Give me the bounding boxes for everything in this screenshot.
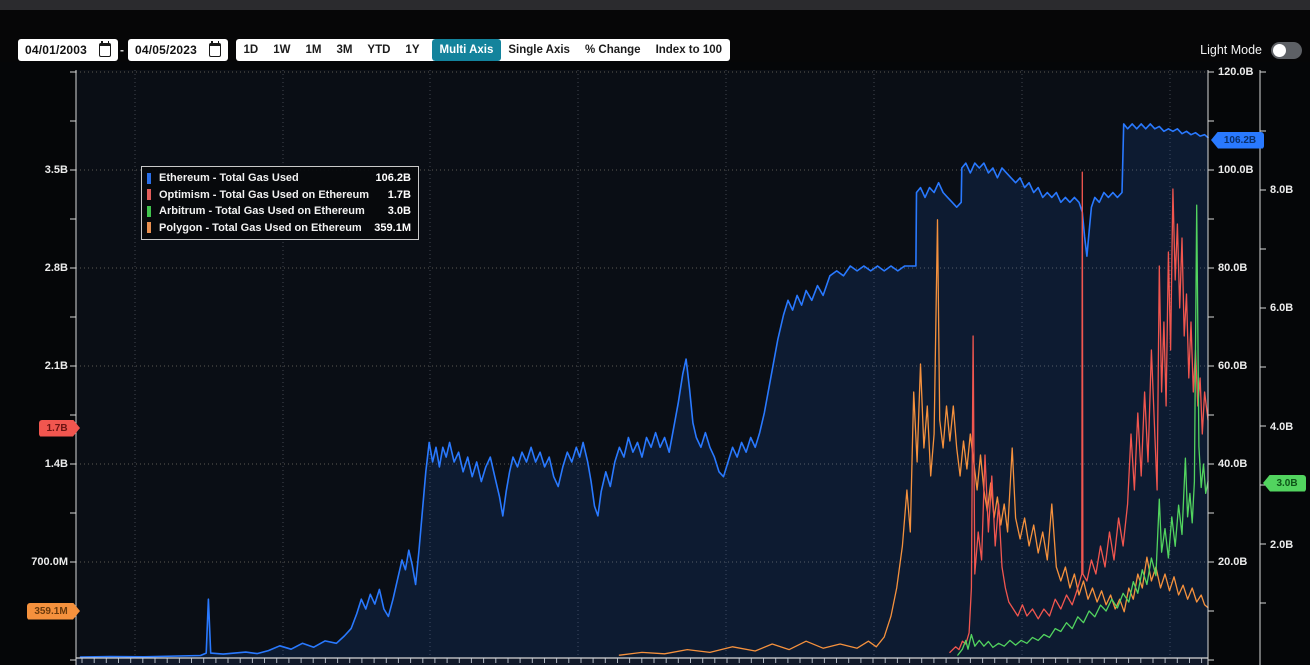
right-outer-axis-tick-label: 6.0B — [1270, 302, 1294, 314]
legend-row-optimism: Optimism - Total Gas Used on Ethereum 1.7… — [147, 187, 411, 204]
mode-button-index-to-100[interactable]: Index to 100 — [655, 44, 723, 56]
start-date-input[interactable]: 04/01/2003 — [18, 39, 118, 61]
calendar-icon[interactable] — [209, 41, 221, 57]
legend-swatch — [147, 222, 151, 234]
legend-value: 359.1M — [374, 221, 411, 234]
right-inner-axis-tick-label: 80.0B — [1218, 262, 1248, 274]
mode-button-single-axis[interactable]: Single Axis — [508, 44, 570, 56]
series-line-polygon — [618, 219, 1209, 656]
last-value-badge-1-7b: 1.7B — [39, 420, 80, 437]
end-date-input[interactable]: 04/05/2023 — [128, 39, 228, 61]
chart-panel: 3.5B 2.8B 2.1B 1.4B 700.0M 120.0B 100.0B 80.0B 6… — [0, 62, 1310, 665]
legend-row-arbitrum: Arbitrum - Total Gas Used on Ethereum 3.0… — [147, 203, 411, 220]
legend-label: Polygon - Total Gas Used on Ethereum — [159, 221, 362, 234]
left-axis-tick-label: 2.8B — [44, 262, 68, 274]
range-button-1m[interactable]: 1M — [305, 44, 322, 56]
light-mode-toggle[interactable] — [1271, 41, 1302, 59]
range-button-ytd[interactable]: YTD — [367, 44, 391, 56]
mode-button-change[interactable]: % Change — [584, 44, 641, 56]
right-outer-axis-tick-label: 2.0B — [1270, 539, 1294, 551]
series-line-arbitrum — [957, 204, 1209, 656]
left-axis-tick-label: 700.0M — [31, 556, 68, 568]
left-axis-tick-label: 1.4B — [44, 458, 68, 470]
series-line-optimism — [949, 171, 1209, 654]
right-inner-axis-tick-label: 100.0B — [1218, 164, 1254, 176]
legend-swatch — [147, 205, 151, 217]
right-inner-axis-tick-label: 120.0B — [1218, 66, 1254, 78]
legend-value: 106.2B — [375, 172, 411, 185]
legend-value: 1.7B — [387, 188, 411, 201]
legend-label: Ethereum - Total Gas Used — [159, 172, 299, 185]
right-outer-axis-tick-label: 4.0B — [1270, 421, 1294, 433]
browser-chrome-strip — [0, 0, 1310, 10]
right-inner-axis-tick-label: 60.0B — [1218, 360, 1248, 372]
range-button-3m[interactable]: 3M — [336, 44, 353, 56]
legend-value: 3.0B — [387, 205, 411, 218]
legend-swatch — [147, 172, 151, 184]
right-inner-axis-tick-label: 40.0B — [1218, 458, 1248, 470]
right-inner-axis-tick-label: 20.0B — [1218, 556, 1248, 568]
legend-swatch — [147, 189, 151, 201]
left-axis-tick-label: 2.1B — [44, 360, 68, 372]
light-mode-control: Light Mode — [1200, 39, 1302, 61]
toggle-knob — [1273, 43, 1286, 57]
date-range-separator: - — [120, 43, 124, 57]
range-button-1w[interactable]: 1W — [273, 44, 291, 56]
start-date-value: 04/01/2003 — [25, 43, 88, 57]
last-value-badge-359-1m: 359.1M — [27, 603, 80, 620]
last-value-badge-106-2b: 106.2B — [1211, 131, 1264, 149]
mode-button-multi-axis[interactable]: Multi Axis — [432, 39, 501, 61]
range-button-1y[interactable]: 1Y — [405, 44, 420, 56]
end-date-value: 04/05/2023 — [135, 43, 198, 57]
legend-row-polygon: Polygon - Total Gas Used on Ethereum 359.… — [147, 220, 411, 237]
toolbar: 04/01/2003 - 04/05/2023 1D1W1M3MYTD1Y5YM… — [0, 10, 1310, 62]
series-line-ethereum — [79, 123, 1209, 658]
left-axis-tick-label: 3.5B — [44, 164, 68, 176]
series-area-ethereum — [80, 123, 1208, 658]
last-value-badge-3-0b: 3.0B — [1263, 474, 1306, 492]
legend-label: Arbitrum - Total Gas Used on Ethereum — [159, 205, 365, 218]
legend-row-ethereum: Ethereum - Total Gas Used 106.2B — [147, 170, 411, 187]
light-mode-label: Light Mode — [1200, 43, 1262, 57]
chart-canvas[interactable] — [0, 62, 1310, 665]
calendar-icon[interactable] — [99, 41, 111, 57]
right-outer-axis-tick-label: 8.0B — [1270, 184, 1294, 196]
legend-label: Optimism - Total Gas Used on Ethereum — [159, 188, 370, 201]
range-button-1d[interactable]: 1D — [243, 44, 259, 56]
axis-mode-group: Multi Axis Single Axis % Change Index to 10… — [432, 39, 730, 61]
chart-legend: Ethereum - Total Gas Used 106.2B Optimism … — [141, 166, 419, 240]
